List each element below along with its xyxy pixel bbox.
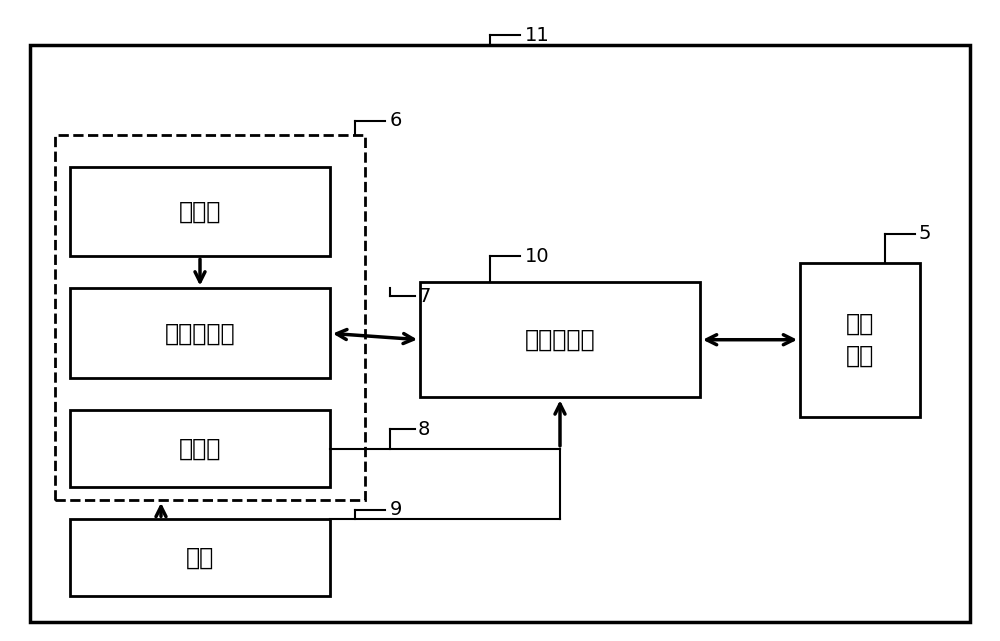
Text: 7: 7 bbox=[418, 287, 430, 306]
Text: 信号收发器: 信号收发器 bbox=[525, 328, 595, 352]
Bar bbox=[420, 282, 700, 397]
Bar bbox=[70, 167, 330, 256]
Text: 6: 6 bbox=[390, 111, 402, 130]
Text: 电源: 电源 bbox=[186, 545, 214, 570]
Bar bbox=[70, 519, 330, 596]
Text: 运算处理器: 运算处理器 bbox=[165, 321, 235, 345]
Text: 存储器: 存储器 bbox=[179, 437, 221, 461]
Bar bbox=[55, 135, 365, 500]
Bar bbox=[70, 288, 330, 378]
Text: 10: 10 bbox=[525, 247, 550, 266]
Text: 5: 5 bbox=[918, 224, 930, 244]
Text: 8: 8 bbox=[418, 420, 430, 439]
Text: 计时器: 计时器 bbox=[179, 199, 221, 224]
Text: 11: 11 bbox=[525, 26, 550, 45]
Bar bbox=[70, 410, 330, 487]
Text: 9: 9 bbox=[390, 500, 402, 519]
Bar bbox=[800, 263, 920, 417]
Text: 定向
天线: 定向 天线 bbox=[846, 312, 874, 367]
